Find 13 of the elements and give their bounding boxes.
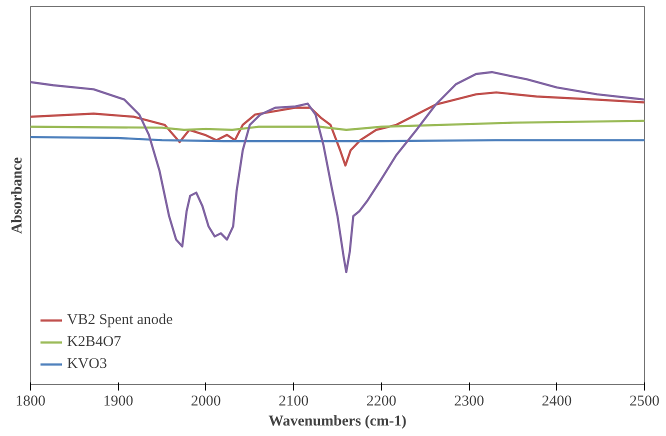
x-tick-label: 1900 bbox=[103, 394, 134, 410]
legend-label: VB2 Spent anode bbox=[67, 312, 173, 328]
legend-label: KVO3 bbox=[67, 356, 107, 372]
x-tick-label: 2000 bbox=[190, 394, 221, 410]
x-tick-label: 2300 bbox=[454, 394, 484, 410]
x-tick-label: 2400 bbox=[542, 394, 572, 410]
x-tick-label: 2500 bbox=[630, 394, 660, 410]
legend-label: K2B4O7 bbox=[67, 334, 122, 350]
x-axis-title: Wavenumbers (cm-1) bbox=[268, 414, 406, 430]
x-tick-label: 1800 bbox=[16, 394, 46, 410]
x-tick-label: 2100 bbox=[278, 394, 309, 410]
x-tick-label: 2200 bbox=[366, 394, 396, 410]
y-axis-title: Absorbance bbox=[10, 156, 26, 234]
